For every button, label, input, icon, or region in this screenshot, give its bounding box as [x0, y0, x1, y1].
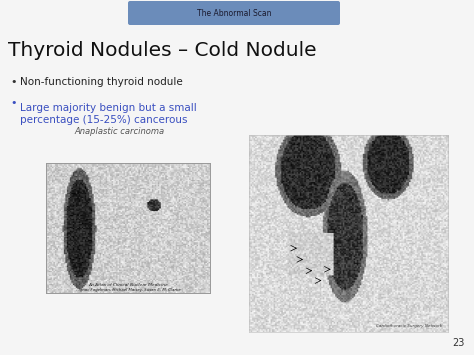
- Text: Large majority benign but a small
percentage (15-25%) cancerous: Large majority benign but a small percen…: [20, 103, 197, 125]
- Text: •: •: [10, 98, 17, 108]
- Text: Pathological diagnosis confirmed: Pathological diagnosis confirmed: [250, 278, 392, 286]
- Text: - Ignac Fogelman, Michael Maisey, Susan E. M. Clarke: - Ignac Fogelman, Michael Maisey, Susan …: [76, 288, 181, 292]
- FancyBboxPatch shape: [128, 1, 340, 25]
- Text: 23: 23: [453, 338, 465, 348]
- Text: of cold spot (arrows): of cold spot (arrows): [250, 297, 339, 306]
- Text: An Atlas of Clinical Nuclear Medicine: An Atlas of Clinical Nuclear Medicine: [88, 283, 168, 287]
- Text: Thyroid Nodules – Cold Nodule: Thyroid Nodules – Cold Nodule: [8, 40, 317, 60]
- Text: Anaplastic carcinoma: Anaplastic carcinoma: [75, 127, 165, 137]
- Text: Non-functioning thyroid nodule: Non-functioning thyroid nodule: [20, 77, 183, 87]
- Text: The Abnormal Scan: The Abnormal Scan: [197, 9, 271, 18]
- Text: The left lobe of the thyroid and isthmus are: The left lobe of the thyroid and isthmus…: [46, 246, 177, 251]
- Text: •: •: [10, 77, 17, 87]
- Text: of a small area in the upper pole of left lobe: of a small area in the upper pole of lef…: [46, 260, 178, 264]
- Text: almost completely replaced, with the exception: almost completely replaced, with the exc…: [46, 252, 190, 257]
- Text: Cardiothoracic Surgery Network: Cardiothoracic Surgery Network: [376, 324, 442, 328]
- Text: a benign adenoma in the region: a benign adenoma in the region: [250, 288, 388, 296]
